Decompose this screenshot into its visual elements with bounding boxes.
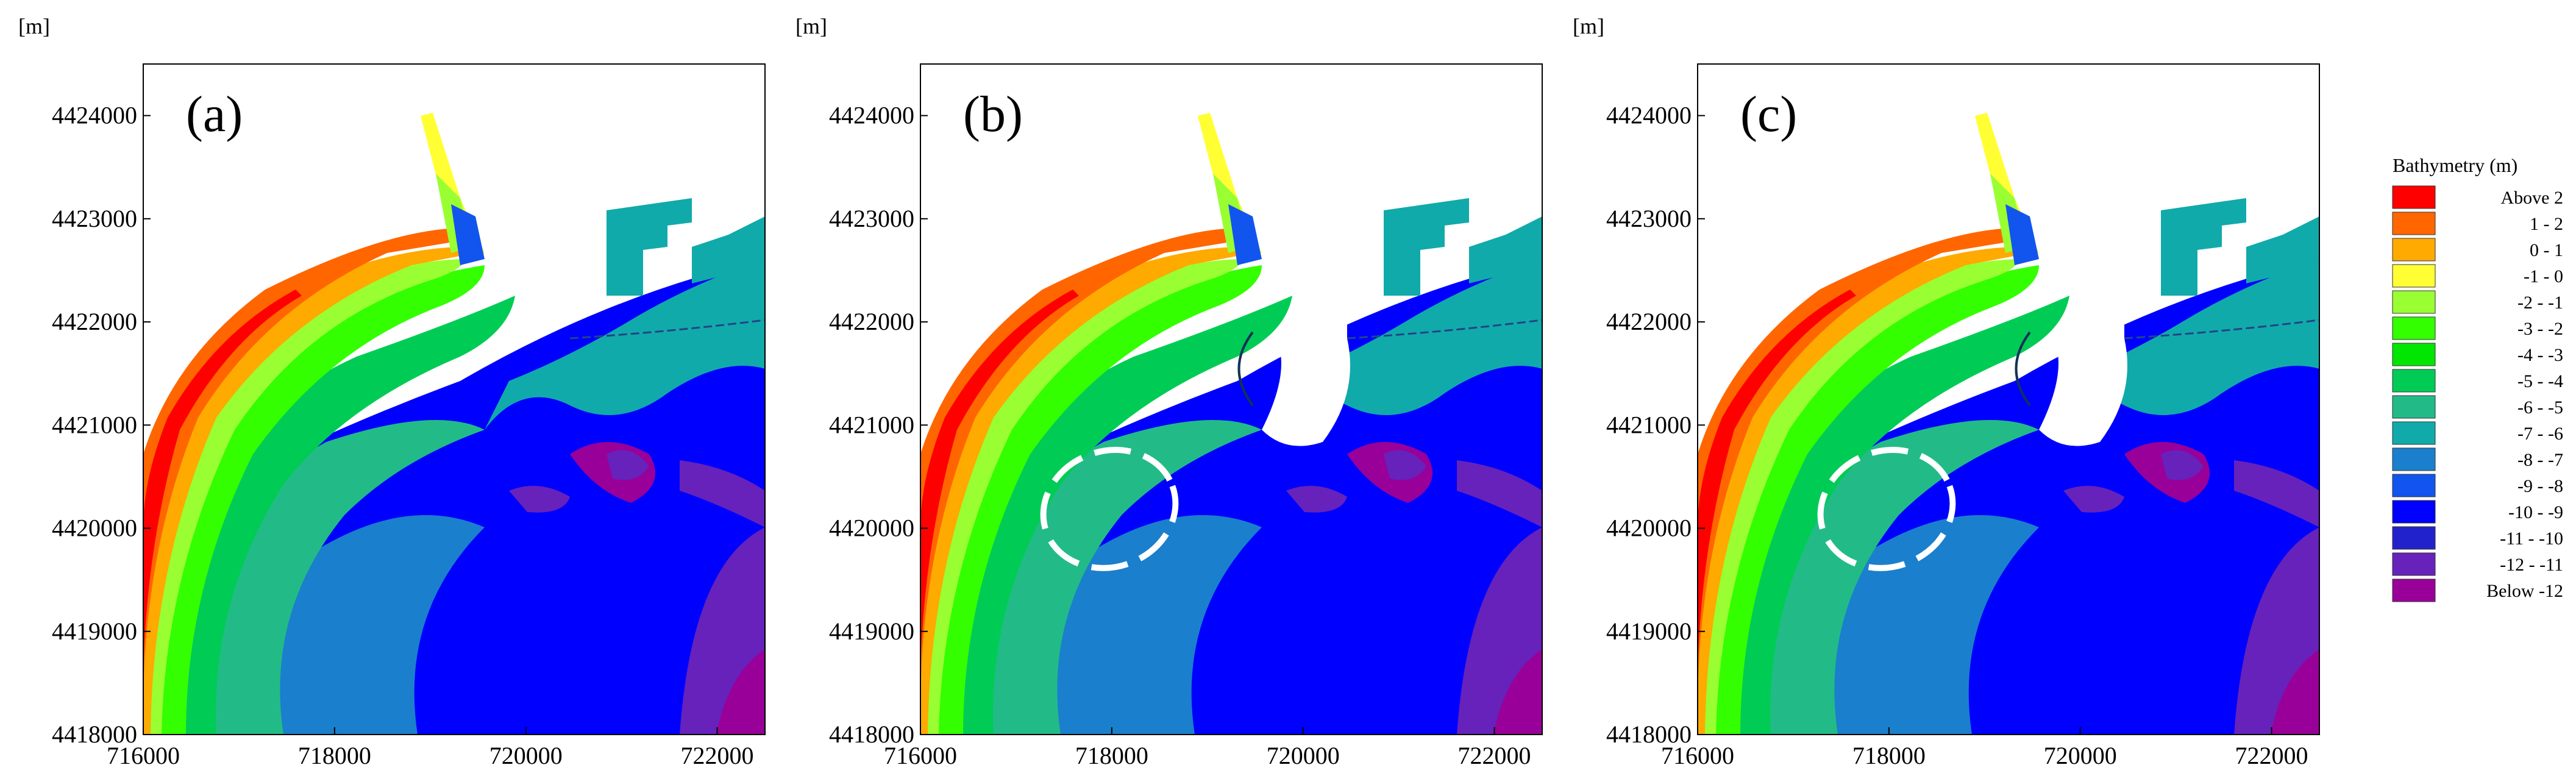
map-frame [1697,63,2320,735]
legend-swatch [2392,395,2436,419]
x-tick-label: 718000 [1075,742,1148,769]
inner-breakwater [2015,331,2031,407]
inner-breakwater [1237,331,1254,407]
y-tick-label: 4422000 [52,308,137,335]
legend-swatch [2392,500,2436,524]
legend-label: -10 - -9 [2508,502,2563,522]
legend-swatch [2392,316,2436,340]
bathymetry-legend: Bathymetry (m) Above 2 1 - 2 0 - 1 -1 - 0 -2 … [2392,154,2563,602]
legend-label: 1 - 2 [2530,214,2563,234]
y-tick-label: 4421000 [1606,411,1692,438]
x-tick-label: 722000 [681,742,754,769]
map-panel-3: (c) [m] 4424000 4423000 4422000 4421000 442000… [1573,14,2320,769]
y-tick-label: 4418000 [829,721,914,748]
legend-label: -2 - -1 [2517,293,2563,313]
x-tick-label: 716000 [884,742,957,769]
y-tick-label: 4424000 [52,102,137,129]
legend-label: -6 - -5 [2517,397,2563,418]
legend-label: -9 - -8 [2517,476,2563,496]
legend-swatch [2392,526,2436,550]
x-tick-label: 722000 [1458,742,1531,769]
legend-label: -8 - -7 [2517,450,2563,470]
legend-swatch [2392,578,2436,602]
legend-swatch [2392,212,2436,235]
map-panel-2: (b) [m] 4424000 4423000 4422000 4421000 442000… [795,14,1543,769]
legend-label: -7 - -6 [2517,424,2563,444]
y-axis-unit: [m] [18,14,50,38]
x-tick-label: 718000 [1852,742,1926,769]
legend-label: -4 - -3 [2517,345,2563,365]
legend-swatch [2392,185,2436,209]
bathymetry-map [920,64,1542,735]
panel-label: (b) [963,86,1023,143]
x-tick-label: 720000 [1267,742,1340,769]
y-tick-label: 4423000 [829,205,914,232]
legend-swatch [2392,447,2436,471]
y-tick-label: 4419000 [52,618,137,645]
x-tick-label: 718000 [298,742,371,769]
y-tick-label: 4420000 [52,514,137,542]
legend-swatch [2392,290,2436,314]
y-tick-label: 4419000 [1606,618,1692,645]
legend-label: -12 - -11 [2500,555,2563,575]
y-tick-label: 4418000 [1606,721,1692,748]
map-panel-1: (a) [m] 4424000 4423000 4422000 4421000 442000… [18,14,766,769]
legend-swatch [2392,238,2436,262]
legend-label: Below -12 [2486,581,2563,601]
legend-label: 0 - 1 [2530,240,2563,260]
legend-title: Bathymetry (m) [2393,154,2517,176]
x-tick-label: 716000 [107,742,180,769]
bathymetry-map [1698,64,2319,735]
x-tick-label: 722000 [2235,742,2308,769]
legend-label: -3 - -2 [2517,319,2563,339]
y-tick-label: 4424000 [1606,102,1692,129]
map-frame [920,63,1543,735]
x-tick-label: 716000 [1661,742,1734,769]
legend-label: -5 - -4 [2517,371,2563,391]
y-tick-label: 4422000 [829,308,914,335]
legend-swatch [2392,343,2436,366]
map-frame [143,63,766,735]
y-tick-label: 4420000 [829,514,914,542]
legend-swatch [2392,421,2436,445]
detached-breakwater-ring [1817,447,1956,571]
panel-label: (a) [186,86,243,143]
y-tick-label: 4423000 [52,205,137,232]
y-tick-label: 4418000 [52,721,137,748]
legend-swatch [2392,552,2436,576]
y-tick-label: 4422000 [1606,308,1692,335]
reclaimed-land [1262,296,1350,446]
y-tick-label: 4424000 [829,102,914,129]
detached-breakwater-ring [1040,447,1179,571]
legend-swatch [2392,474,2436,497]
y-axis-unit: [m] [1573,14,1604,38]
legend-swatch [2392,369,2436,393]
bathymetry-map [143,64,765,735]
y-tick-label: 4421000 [829,411,914,438]
legend-swatch [2392,264,2436,288]
y-tick-label: 4423000 [1606,205,1692,232]
y-axis-unit: [m] [795,14,827,38]
y-tick-label: 4419000 [829,618,914,645]
y-tick-label: 4420000 [1606,514,1692,542]
legend-label: Above 2 [2501,188,2563,208]
panel-label: (c) [1740,86,1797,143]
legend-label: -1 - 0 [2524,266,2563,287]
y-tick-label: 4421000 [52,411,137,438]
legend-label: -11 - -10 [2500,529,2563,549]
x-tick-label: 720000 [489,742,563,769]
reclaimed-land [2039,296,2127,446]
x-tick-label: 720000 [2044,742,2117,769]
